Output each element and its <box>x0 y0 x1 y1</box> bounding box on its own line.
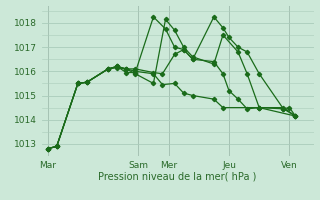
X-axis label: Pression niveau de la mer( hPa ): Pression niveau de la mer( hPa ) <box>99 171 257 181</box>
